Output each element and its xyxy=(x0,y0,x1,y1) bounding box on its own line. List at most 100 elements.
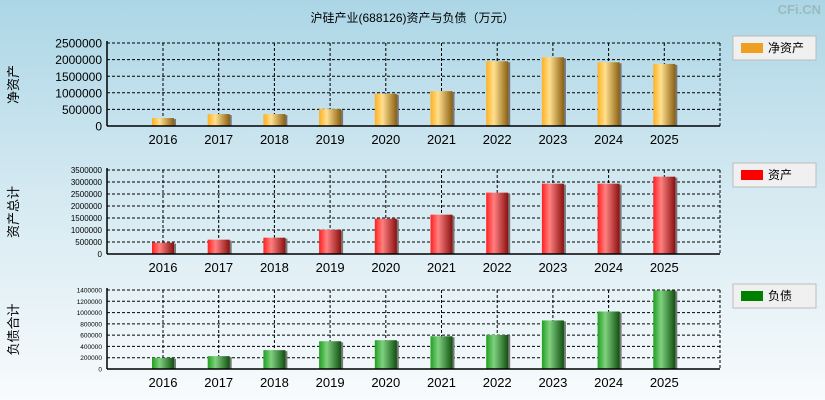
x-tick-label: 2020 xyxy=(371,375,400,390)
y-tick-label: 1000000 xyxy=(77,310,103,317)
x-tick-label: 2020 xyxy=(371,132,400,147)
x-tick-label: 2018 xyxy=(260,260,289,275)
x-tick-label: 2021 xyxy=(427,132,456,147)
y-tick-label: 3500000 xyxy=(71,166,103,175)
legend-label: 负债 xyxy=(768,289,792,303)
x-tick-label: 2018 xyxy=(260,132,289,147)
x-tick-label: 2021 xyxy=(427,260,456,275)
bar-2020 xyxy=(374,340,397,369)
chart-3: 0 200000 400000 600000 800000 1000000 1200000 1… xyxy=(6,283,817,390)
y-tick-label: 3000000 xyxy=(71,178,103,187)
bar-2021 xyxy=(430,214,453,254)
y-tick-label: 1000000 xyxy=(55,86,102,100)
bar-2019 xyxy=(319,109,342,126)
x-tick-label: 2025 xyxy=(650,260,679,275)
bar-2022 xyxy=(486,61,509,127)
bar-2024 xyxy=(597,62,620,126)
x-tick-label: 2024 xyxy=(594,132,623,147)
bar-2018 xyxy=(263,114,286,126)
bar-2016 xyxy=(152,118,174,126)
x-tick-label: 2019 xyxy=(316,375,345,390)
y-tick-label: 0 xyxy=(95,120,102,134)
y-axis-label: 资产总计 xyxy=(6,186,21,238)
x-tick-label: 2019 xyxy=(316,260,345,275)
bar-2016 xyxy=(152,242,174,254)
y-tick-label: 2000000 xyxy=(71,202,103,211)
x-tick-label: 2017 xyxy=(204,132,233,147)
x-tick-label: 2023 xyxy=(538,375,567,390)
y-tick-label: 800000 xyxy=(80,321,102,328)
y-tick-label: 1500000 xyxy=(71,214,103,223)
y-tick-label: 500000 xyxy=(75,238,102,247)
y-tick-label: 600000 xyxy=(80,333,102,340)
x-tick-label: 2019 xyxy=(316,132,345,147)
bar-2020 xyxy=(374,93,397,126)
y-tick-label: 500000 xyxy=(62,103,102,117)
bar-2025 xyxy=(653,176,676,254)
bar-2022 xyxy=(486,334,509,369)
legend-swatch xyxy=(741,43,763,53)
x-tick-label: 2022 xyxy=(483,132,512,147)
x-tick-label: 2016 xyxy=(149,260,178,275)
bar-2023 xyxy=(541,183,564,254)
bar-2017 xyxy=(207,114,230,126)
x-tick-label: 2020 xyxy=(371,260,400,275)
bar-2019 xyxy=(319,341,342,369)
bar-2021 xyxy=(430,336,453,369)
bar-2024 xyxy=(597,311,620,369)
y-tick-label: 1000000 xyxy=(71,226,103,235)
bar-2024 xyxy=(597,183,620,254)
bar-2017 xyxy=(207,239,230,254)
x-tick-label: 2022 xyxy=(483,260,512,275)
y-tick-label: 400000 xyxy=(80,344,102,351)
x-tick-label: 2022 xyxy=(483,375,512,390)
x-tick-label: 2016 xyxy=(149,375,178,390)
y-tick-label: 2500000 xyxy=(71,190,103,199)
legend-swatch xyxy=(741,170,763,180)
bar-2016 xyxy=(152,357,174,369)
legend-swatch xyxy=(741,291,763,301)
x-tick-label: 2017 xyxy=(204,375,233,390)
x-tick-label: 2025 xyxy=(650,375,679,390)
x-tick-label: 2017 xyxy=(204,260,233,275)
y-tick-label: 1500000 xyxy=(55,70,102,84)
y-tick-label: 1400000 xyxy=(77,287,103,294)
y-tick-label: 2500000 xyxy=(55,37,102,51)
x-tick-label: 2024 xyxy=(594,260,623,275)
y-axis-label: 净资产 xyxy=(6,65,21,104)
bar-2018 xyxy=(263,237,286,254)
bar-2023 xyxy=(541,57,564,126)
legend: 净资产 xyxy=(732,35,817,61)
legend-label: 净资产 xyxy=(768,41,804,55)
bar-2023 xyxy=(541,320,564,369)
bar-2018 xyxy=(263,350,286,369)
legend-label: 资产 xyxy=(768,168,792,182)
y-tick-label: 2000000 xyxy=(55,53,102,67)
x-tick-label: 2024 xyxy=(594,375,623,390)
chart-title: 沪硅产业(688126)资产与负债（万元） xyxy=(310,11,515,25)
x-tick-label: 2016 xyxy=(149,132,178,147)
x-tick-label: 2023 xyxy=(538,260,567,275)
bar-2019 xyxy=(319,229,342,254)
x-tick-label: 2025 xyxy=(650,132,679,147)
watermark-logo: CFi.CN xyxy=(777,2,821,17)
chart-2: 0 500000 1000000 1500000 2000000 2500000 30000… xyxy=(6,162,817,275)
y-tick-label: 0 xyxy=(98,366,102,373)
y-tick-label: 200000 xyxy=(80,355,102,362)
y-axis-label: 负债合计 xyxy=(6,303,21,355)
y-tick-label: 0 xyxy=(98,250,103,259)
bar-2021 xyxy=(430,91,453,126)
y-tick-label: 1200000 xyxy=(77,299,103,306)
chart-1: 0 500000 1000000 1500000 2000000 2500000 2016 2… xyxy=(6,35,817,147)
bar-2025 xyxy=(653,290,676,369)
bar-2025 xyxy=(653,63,676,126)
bar-2020 xyxy=(374,218,397,254)
bar-2017 xyxy=(207,356,230,369)
x-tick-label: 2018 xyxy=(260,375,289,390)
x-tick-label: 2023 xyxy=(538,132,567,147)
x-tick-label: 2021 xyxy=(427,375,456,390)
bar-2022 xyxy=(486,192,509,254)
legend: 负债 xyxy=(732,283,817,309)
legend: 资产 xyxy=(732,162,817,188)
